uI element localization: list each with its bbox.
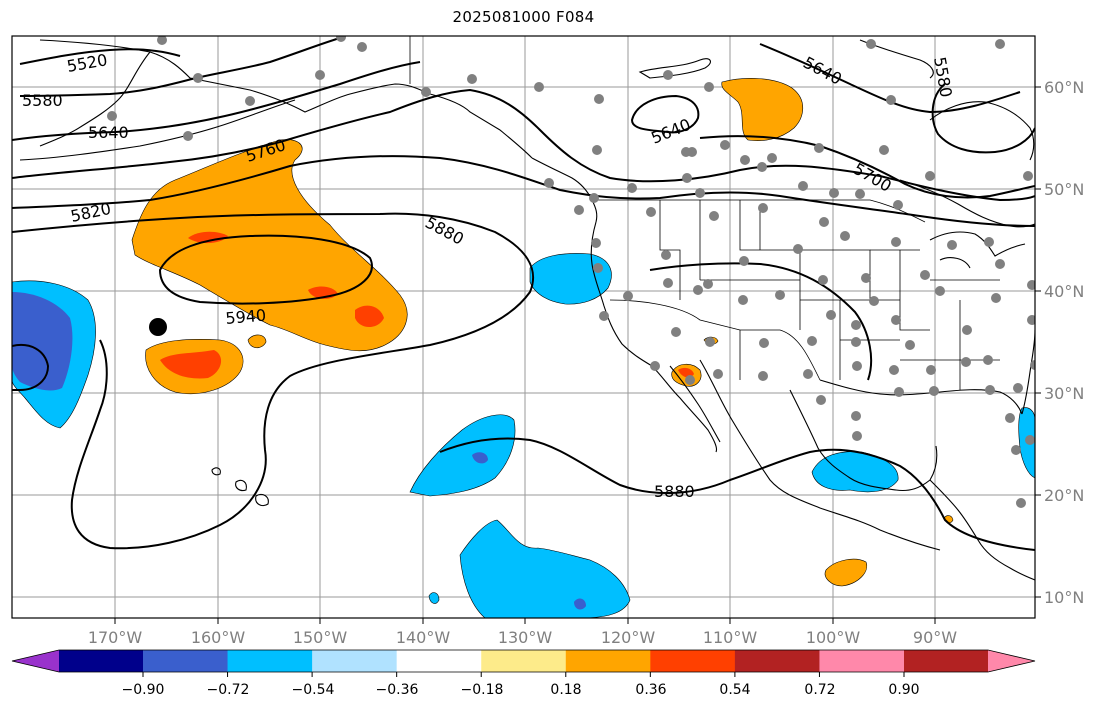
contour-low-west (12, 344, 50, 391)
contour-5880-main (12, 212, 535, 550)
colorbar-tick: −0.18 (460, 682, 504, 698)
colorbar-tick: −0.72 (206, 682, 250, 698)
contour-5580 (19, 37, 341, 97)
lat-label: 20°N (1044, 486, 1084, 505)
map-title: 2025081000 F084 (452, 8, 595, 26)
contour-5640-canada (630, 94, 700, 134)
colorbar-outline (11, 649, 1036, 673)
lon-label: 160°W (191, 628, 246, 647)
axis-ticks (114, 86, 1041, 624)
contour-label: 5940 (225, 306, 267, 328)
colorbar-tick: −0.90 (121, 682, 165, 698)
anomaly-tropical-core (574, 598, 586, 610)
longitude-labels: 170°W 160°W 150°W 140°W 130°W 120°W 110°… (88, 628, 957, 647)
anomaly-west-edge-core (12, 292, 73, 391)
contour-5640-west (12, 61, 421, 141)
anomaly-pacific-north (131, 139, 408, 352)
map-frame (11, 35, 1036, 619)
contour-label: 5640 (648, 115, 693, 148)
coastlines (19, 39, 1035, 581)
colorbar-tick: 0.36 (635, 682, 667, 698)
contour-5580-east (931, 83, 1035, 154)
strong-positive-anomaly-regions (160, 231, 694, 379)
colorbar-tick: 0.54 (719, 682, 751, 698)
negative-anomaly-regions (12, 253, 1035, 618)
contour-label: 5820 (69, 199, 113, 226)
anomaly-california-coast (529, 253, 612, 305)
lon-label: 150°W (293, 628, 348, 647)
lon-label: 170°W (88, 628, 143, 647)
lon-label: 130°W (498, 628, 553, 647)
lat-label: 60°N (1044, 78, 1084, 97)
colorbar (11, 649, 1036, 677)
lon-label: 90°W (913, 628, 957, 647)
height-contours (12, 37, 1035, 551)
contour-5700 (699, 135, 1035, 199)
colorbar-segment (565, 650, 651, 672)
contour-5520 (19, 48, 181, 65)
colorbar-segment (481, 650, 567, 672)
lat-label: 10°N (1044, 588, 1084, 607)
contour-label: 5580 (22, 91, 63, 110)
colorbar-tick: −0.54 (291, 682, 335, 698)
contour-label: 5640 (800, 53, 845, 89)
location-marker (149, 318, 167, 336)
contour-label: 5880 (654, 482, 695, 501)
anomaly-gulf-mexico (811, 451, 899, 493)
colorbar-segment (396, 650, 482, 672)
lat-label: 30°N (1044, 384, 1084, 403)
contour-label: 5640 (88, 123, 129, 142)
station-markers (107, 36, 1035, 508)
contour-5760 (12, 88, 1035, 202)
colorbar-segment (650, 650, 736, 672)
colorbar-tick: 0.72 (804, 682, 836, 698)
contour-5880-east (439, 437, 1035, 551)
anomaly-bc-small (247, 334, 267, 349)
colorbar-arrow-right (988, 650, 1035, 672)
lon-label: 140°W (396, 628, 451, 647)
colorbar-tick: 0.90 (888, 682, 920, 698)
anomaly-small-dot (428, 592, 440, 604)
colorbar-segment (59, 650, 143, 672)
anomaly-canada (721, 78, 804, 141)
colorbar-segment (904, 650, 988, 672)
anomaly-subtropical-core (472, 452, 488, 464)
colorbar-arrow-left (12, 650, 59, 672)
colorbar-segment (819, 650, 905, 672)
colorbar-segment (143, 650, 229, 672)
contour-label: 5580 (930, 55, 956, 98)
anomaly-caribbean-small (824, 558, 868, 587)
lat-label: 50°N (1044, 180, 1084, 199)
lon-label: 100°W (806, 628, 861, 647)
colorbar-tick: 0.18 (550, 682, 582, 698)
lon-label: 110°W (703, 628, 758, 647)
colorbar-segment (734, 650, 820, 672)
colorbar-segment (227, 650, 313, 672)
latitude-labels: 60°N 50°N 40°N 30°N 20°N 10°N (1044, 78, 1084, 607)
contour-5940 (158, 234, 373, 305)
anomaly-subtropical (409, 414, 516, 497)
anomaly-tropical (459, 519, 631, 618)
lon-label: 120°W (601, 628, 656, 647)
lat-label: 40°N (1044, 282, 1084, 301)
colorbar-tick: −0.36 (375, 682, 419, 698)
contour-5880-gulf (649, 262, 873, 381)
colorbar-segment (312, 650, 398, 672)
